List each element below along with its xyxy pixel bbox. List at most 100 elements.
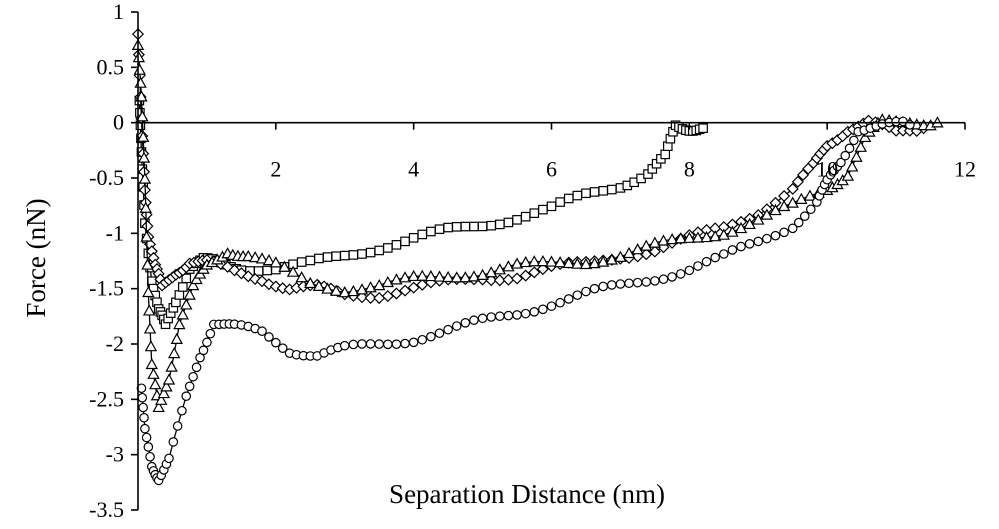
triangle-marker bbox=[433, 270, 446, 282]
x-tick-label: 6 bbox=[546, 157, 557, 182]
circle-marker bbox=[667, 272, 677, 282]
circle-marker bbox=[188, 371, 198, 382]
triangle-marker bbox=[312, 279, 326, 292]
triangle-marker bbox=[752, 213, 765, 225]
circle-marker bbox=[753, 236, 764, 247]
triangle-marker bbox=[329, 284, 343, 296]
series-triangle bbox=[131, 38, 944, 413]
triangle-marker bbox=[176, 308, 190, 320]
y-tick-label: -3.5 bbox=[89, 497, 124, 522]
circle-marker bbox=[546, 301, 557, 311]
triangle-marker bbox=[683, 231, 696, 243]
triangle-marker bbox=[717, 228, 731, 240]
triangle-marker bbox=[631, 243, 644, 255]
diamond-marker bbox=[228, 264, 241, 277]
triangle-marker bbox=[528, 255, 541, 267]
circle-marker bbox=[799, 211, 810, 221]
square-marker bbox=[434, 224, 445, 234]
square-marker bbox=[495, 219, 505, 230]
triangle-marker bbox=[407, 269, 420, 282]
axis-layer: 1 0.5 0 -0.5 -1 -1.5 -2 -2.5 -3 -3.5 2 4 6 8 10 12 bbox=[89, 0, 976, 522]
circle-marker bbox=[172, 421, 183, 431]
triangle-marker bbox=[183, 288, 196, 300]
circle-marker bbox=[202, 337, 212, 348]
square-marker bbox=[503, 217, 514, 228]
circle-marker bbox=[693, 261, 703, 271]
circle-marker bbox=[184, 381, 195, 392]
triangle-marker bbox=[132, 51, 146, 63]
square-marker bbox=[262, 265, 273, 276]
triangle-marker bbox=[640, 239, 653, 251]
triangle-marker bbox=[135, 90, 148, 102]
circle-marker bbox=[744, 239, 755, 249]
circle-marker bbox=[357, 339, 367, 349]
circle-marker bbox=[168, 437, 179, 447]
square-marker bbox=[365, 247, 376, 258]
triangle-marker bbox=[398, 271, 412, 283]
triangle-marker bbox=[786, 196, 799, 208]
square-marker bbox=[400, 236, 410, 247]
triangle-marker bbox=[484, 266, 498, 278]
x-tick-label: 2 bbox=[270, 157, 281, 182]
x-tick-label: 12 bbox=[954, 157, 976, 182]
circle-marker bbox=[701, 256, 712, 267]
circle-marker bbox=[512, 310, 522, 320]
circle-marker bbox=[365, 339, 376, 349]
circle-marker bbox=[451, 321, 462, 331]
diamond-marker bbox=[786, 182, 799, 195]
circle-marker bbox=[139, 412, 149, 423]
y-tick-label: 1 bbox=[113, 0, 124, 24]
square-marker bbox=[296, 257, 307, 267]
diamond-marker bbox=[519, 269, 532, 282]
triangle-marker bbox=[262, 253, 276, 266]
triangle-marker bbox=[170, 332, 183, 345]
triangle-marker bbox=[708, 230, 722, 242]
triangle-marker bbox=[553, 256, 567, 268]
square-marker bbox=[181, 273, 192, 284]
triangle-marker bbox=[841, 169, 855, 181]
square-marker bbox=[555, 197, 565, 207]
y-axis-title: Force (nN) bbox=[21, 198, 51, 317]
triangle-marker bbox=[854, 140, 867, 152]
circle-marker bbox=[675, 269, 686, 279]
circle-marker bbox=[495, 311, 505, 321]
triangle-marker bbox=[157, 386, 171, 399]
circle-marker bbox=[264, 332, 274, 342]
circle-marker bbox=[198, 345, 209, 356]
triangle-marker bbox=[734, 221, 748, 234]
triangle-marker bbox=[424, 269, 438, 282]
triangle-marker bbox=[140, 230, 153, 242]
circle-marker bbox=[849, 135, 859, 146]
triangle-marker bbox=[145, 357, 159, 370]
square-marker bbox=[417, 229, 428, 240]
triangle-marker bbox=[134, 76, 147, 88]
triangle-marker bbox=[144, 340, 158, 352]
triangle-marker bbox=[648, 236, 662, 248]
triangle-marker bbox=[441, 270, 455, 283]
diamond-marker bbox=[791, 175, 804, 188]
triangle-marker bbox=[190, 272, 203, 285]
triangle-marker bbox=[691, 231, 705, 243]
circle-marker bbox=[417, 334, 428, 345]
series-line bbox=[140, 120, 911, 482]
square-marker bbox=[598, 186, 608, 196]
triangle-marker bbox=[372, 278, 386, 291]
circle-marker bbox=[615, 279, 626, 289]
series-line bbox=[137, 45, 938, 408]
square-marker bbox=[374, 245, 385, 256]
square-marker bbox=[460, 221, 471, 232]
triangle-marker bbox=[588, 257, 601, 269]
x-tick-label: 10 bbox=[816, 157, 838, 182]
circle-marker bbox=[374, 339, 385, 349]
triangle-marker bbox=[850, 150, 863, 162]
y-tick-label: -0.5 bbox=[89, 165, 124, 190]
diamond-marker bbox=[502, 273, 515, 286]
circle-marker bbox=[271, 337, 281, 348]
square-marker bbox=[408, 233, 419, 243]
circle-marker bbox=[339, 340, 350, 351]
circle-marker bbox=[177, 405, 187, 416]
circle-marker bbox=[460, 318, 471, 328]
square-marker bbox=[698, 123, 708, 133]
circle-marker bbox=[793, 217, 804, 228]
